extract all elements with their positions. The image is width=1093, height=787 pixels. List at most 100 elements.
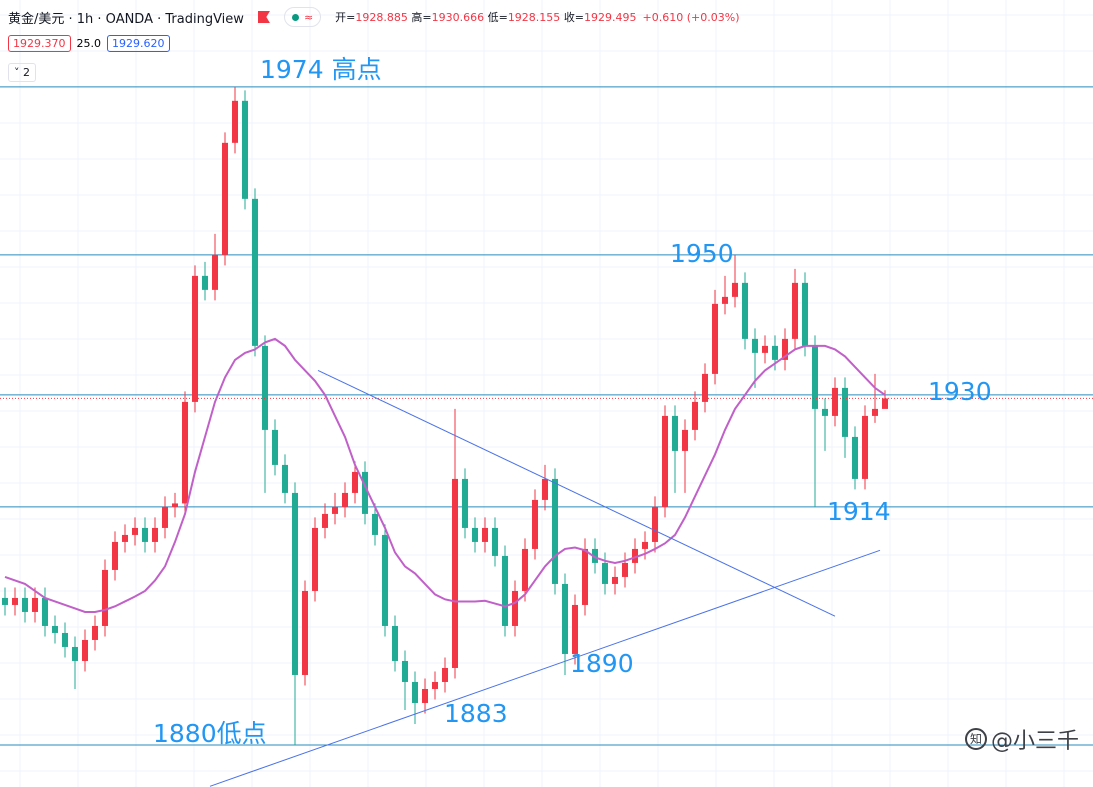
candle-body [362, 471, 368, 514]
candle-body [732, 282, 738, 297]
candle-body [292, 492, 298, 675]
logo: 知 [964, 728, 987, 750]
ohlc-label: 高= [411, 11, 432, 24]
candle-body [392, 625, 398, 661]
candle-body [462, 478, 468, 528]
ohlc-value: 1928.155 [507, 11, 561, 24]
candle-body [322, 513, 328, 528]
candle-body [612, 576, 618, 584]
trend-line [209, 549, 881, 787]
candle-body [762, 345, 768, 353]
candle-body [142, 527, 148, 542]
annotation: 1890 [570, 649, 634, 678]
candle-body [12, 597, 18, 605]
candle-body [442, 667, 448, 682]
candle-body [722, 296, 728, 304]
candle-body [852, 436, 858, 479]
symbol: 黄金/美元 · 1h · OANDA · TradingView [8, 11, 244, 27]
candle-body [432, 681, 438, 689]
ask[interactable]: 1929.620 [107, 35, 170, 52]
annotation: 1914 [827, 497, 891, 526]
candle-body [62, 632, 68, 647]
candle-body [592, 548, 598, 563]
annotation: 1883 [444, 699, 508, 728]
candle-body [482, 527, 488, 542]
candle-body [752, 338, 758, 353]
candle-body [172, 503, 178, 507]
candle-body [882, 398, 888, 409]
candle-body [422, 688, 428, 703]
candle-body [182, 401, 188, 504]
spread: 25.0 [76, 37, 102, 50]
indicator-count: 2 [23, 66, 30, 79]
candle-body [672, 415, 678, 451]
flag-icon[interactable] [257, 11, 270, 23]
change: +0.610 (+0.03%) [642, 10, 740, 24]
candle-body [802, 282, 808, 346]
candle-body [152, 527, 158, 542]
ohlc-value: 1930.666 [431, 11, 485, 24]
candle-body [572, 604, 578, 654]
ohlc-value: 1929.495 [584, 11, 637, 24]
candle-body [662, 415, 668, 507]
candle-body [132, 527, 138, 535]
candle-body [2, 597, 8, 605]
candle-body [82, 639, 88, 661]
candle-body [352, 471, 358, 493]
candle-body [332, 506, 338, 514]
candle-body [512, 590, 518, 626]
candle-body [312, 527, 318, 591]
candle-body [302, 590, 308, 675]
ohlc: 开=1928.885 高=1930.666 低=1928.155 收=1929.… [335, 9, 636, 25]
ohlc-label: 低= [487, 11, 508, 24]
candle-body [652, 506, 658, 542]
candle-body [242, 100, 248, 199]
candle-body [772, 345, 778, 360]
candle-body [372, 513, 378, 535]
trend-line [317, 369, 836, 617]
candle-body [272, 429, 278, 465]
candle-body [92, 625, 98, 640]
candle-body [542, 478, 548, 500]
candle-body [72, 646, 78, 661]
annotation: 1950 [670, 239, 734, 268]
candle-body [472, 527, 478, 542]
candle-body [642, 541, 648, 549]
candle-body [692, 401, 698, 430]
status-pill[interactable]: ≈ [283, 7, 322, 27]
candle-body [502, 555, 508, 626]
candle-body [812, 345, 818, 409]
candle-body [52, 625, 58, 633]
ohlc-value: 1928.885 [355, 11, 408, 24]
candle-body [682, 429, 688, 451]
candle-body [562, 583, 568, 654]
candle-body [402, 660, 408, 682]
moving-average [4, 337, 886, 613]
candle-body [552, 478, 558, 584]
candle-body [582, 548, 588, 605]
watermark-text: @小三千 [990, 729, 1079, 754]
candle-body [712, 303, 718, 374]
indicator-toggle[interactable]: ˅ 2 [8, 63, 36, 82]
candle-body [382, 534, 388, 626]
candle-body [532, 499, 538, 549]
candle-body [42, 597, 48, 626]
candle-body [232, 100, 238, 143]
candle-body [342, 492, 348, 507]
candle-body [162, 506, 168, 528]
header: 黄金/美元 · 1h · OANDA · TradingView ≈ 开=192… [8, 7, 739, 27]
candle-body [102, 569, 108, 626]
bid[interactable]: 1929.370 [8, 35, 71, 52]
candle-body [602, 562, 608, 584]
candle-body [872, 408, 878, 416]
candle-body [492, 527, 498, 556]
candle-body [522, 548, 528, 591]
annotation: 1930 [928, 377, 992, 406]
candle-body [32, 597, 38, 612]
watermark: 知 @小三千 [964, 723, 1079, 755]
candle-body [782, 338, 788, 360]
candle-body [202, 275, 208, 290]
candle-body [822, 408, 828, 416]
